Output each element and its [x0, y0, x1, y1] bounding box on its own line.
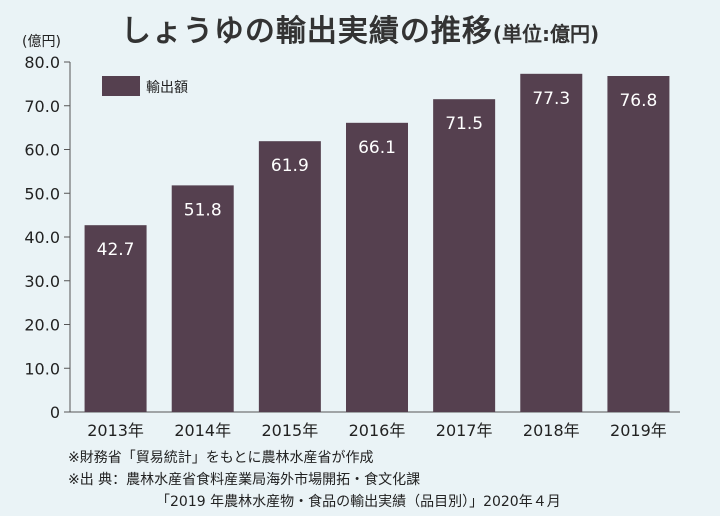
y-tick-label: 70.0 — [24, 97, 60, 116]
bar-6 — [520, 73, 583, 412]
bar-2 — [171, 185, 234, 412]
bar-4 — [346, 122, 408, 412]
bar-3 — [258, 141, 321, 412]
y-tick-label: 60.0 — [24, 141, 60, 160]
y-tick-label: 50.0 — [24, 184, 60, 203]
bar-data-label: 71.5 — [445, 114, 483, 134]
x-tick-label: 2018年 — [523, 421, 580, 440]
y-tick-label: 80.0 — [24, 53, 60, 72]
y-axis-unit-label: (億円) — [22, 34, 61, 50]
note-line-2: ※出 典：農林水産省食料産業局海外市場開拓・食文化課 — [68, 472, 421, 488]
y-tick-label: 0 — [50, 403, 60, 422]
x-tick-label: 2014年 — [174, 421, 231, 440]
x-tick-label: 2013年 — [87, 421, 144, 440]
bar-7 — [607, 76, 670, 412]
bar-1 — [84, 225, 147, 412]
bar-data-label: 66.1 — [358, 138, 396, 158]
bar-5 — [433, 99, 496, 412]
y-tick-label: 30.0 — [24, 272, 60, 291]
legend-swatch — [102, 76, 140, 96]
bar-data-label: 42.7 — [97, 240, 135, 260]
bar-data-label: 61.9 — [271, 156, 309, 176]
x-tick-label: 2019年 — [610, 421, 667, 440]
chart-title-unit: (単位:億円) — [492, 22, 600, 46]
source-notes: ※財務省「貿易統計」をもとに農林水産省が作成 ※出 典：農林水産省食料産業局海外… — [68, 447, 561, 513]
bar-data-label: 77.3 — [532, 89, 570, 109]
legend-label: 輸出額 — [146, 80, 188, 96]
bar-data-label: 76.8 — [619, 91, 657, 111]
chart-title-main: しょうゆの輸出実績の推移 — [120, 14, 493, 49]
note-line-3: 「2019 年農林水産物・食品の輸出実績（品目別）」2020年４月 — [156, 494, 561, 510]
note-line-1: ※財務省「貿易統計」をもとに農林水産省が作成 — [68, 450, 374, 466]
x-tick-label: 2016年 — [349, 421, 406, 440]
y-tick-label: 10.0 — [24, 359, 60, 378]
y-tick-label: 20.0 — [24, 316, 60, 335]
x-tick-label: 2017年 — [436, 421, 493, 440]
bar-data-label: 51.8 — [184, 200, 222, 220]
chart-title: しょうゆの輸出実績の推移(単位:億円) — [0, 6, 720, 50]
y-tick-label: 40.0 — [24, 228, 60, 247]
x-tick-label: 2015年 — [261, 421, 318, 440]
